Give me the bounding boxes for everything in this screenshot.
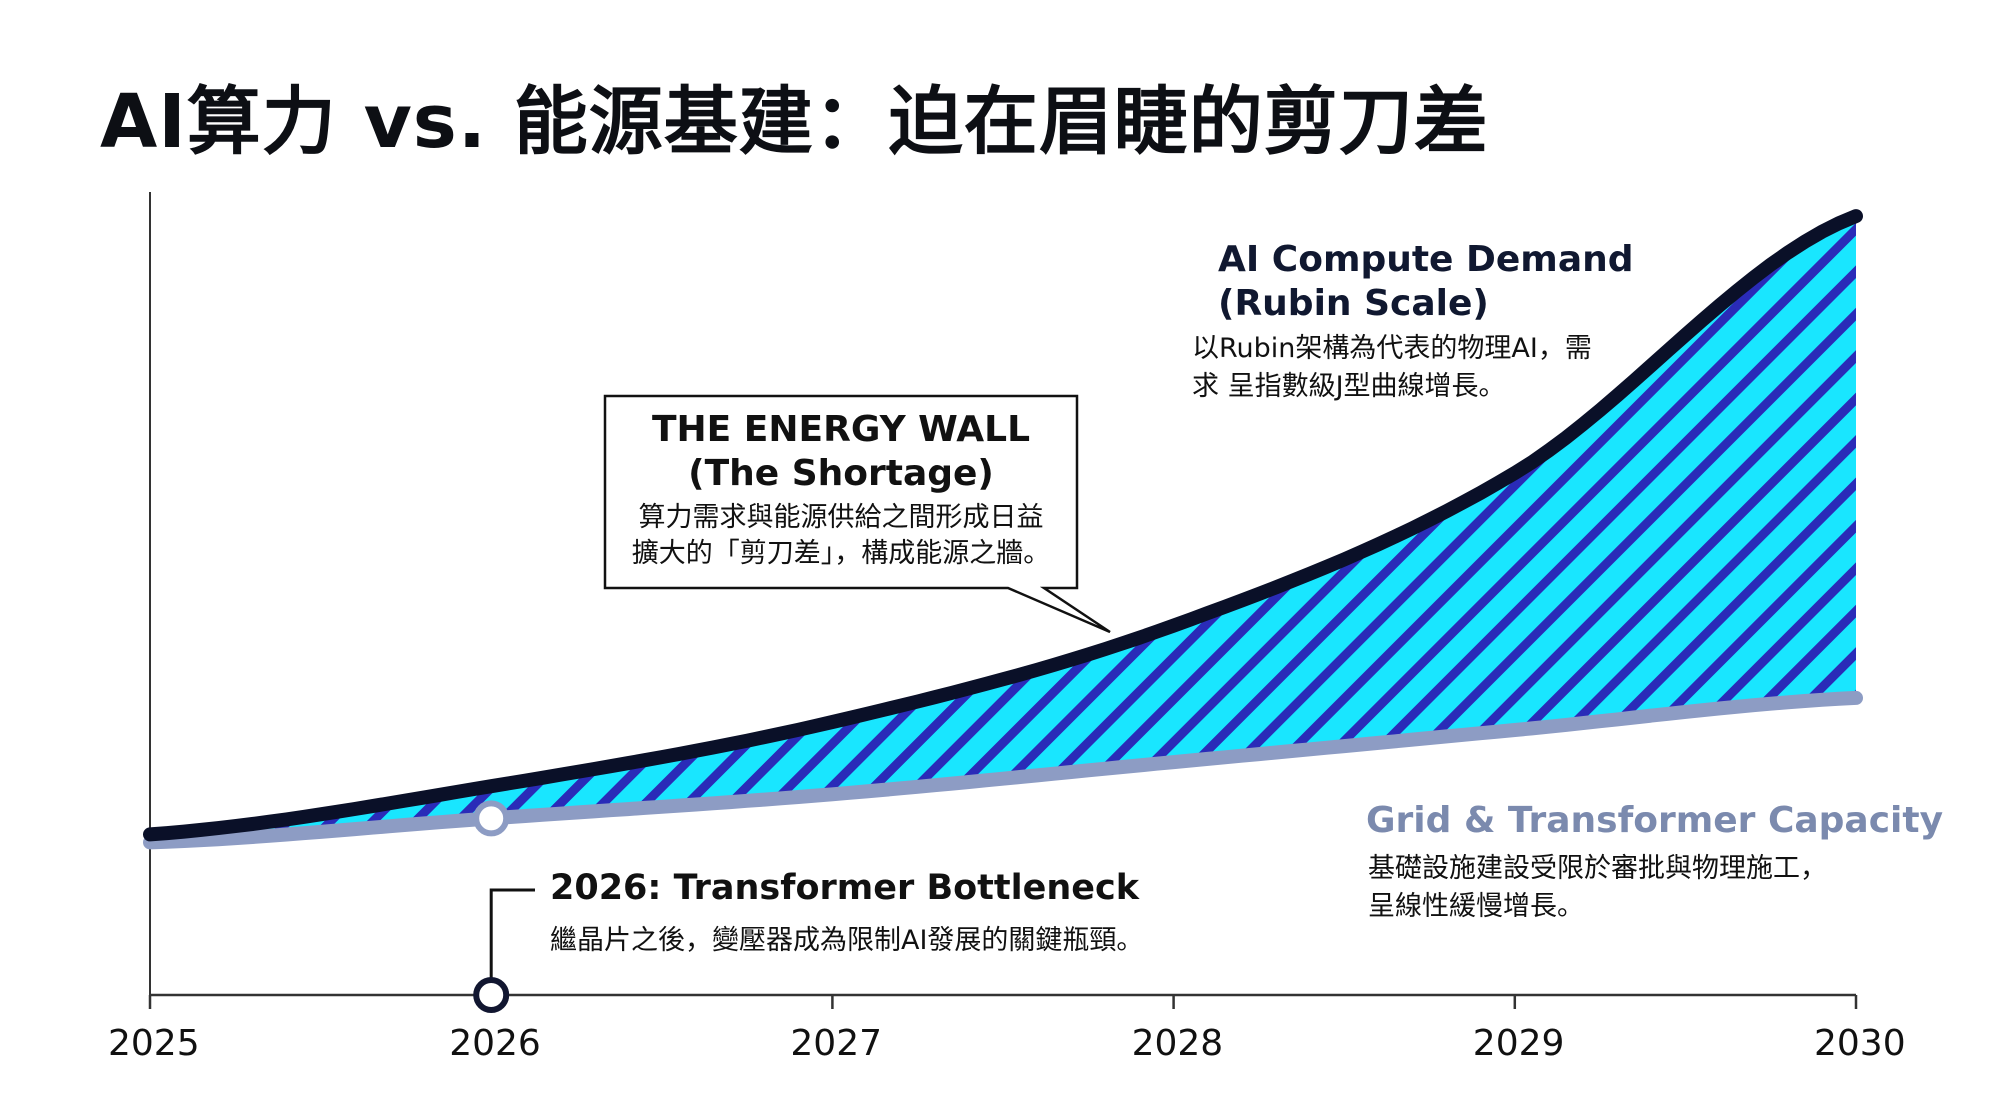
energy-wall-title: THE ENERGY WALL (The Shortage) [651, 409, 1031, 494]
grid-capacity-line [143, 690, 1863, 850]
grid-annotation-title: Grid & Transformer Capacity [1366, 800, 1944, 841]
x-tick-label: 2027 [790, 1023, 883, 1064]
energy-gap-area [150, 216, 1856, 843]
chart-title: AI算力 vs. 能源基建：迫在眉睫的剪刀差 [100, 79, 1489, 165]
grid-annotation-desc: 基礎設施建設受限於審批與物理施工， 呈線性緩慢增長。 [1368, 853, 1827, 922]
demand-annotation-desc: 以Rubin架構為代表的物理AI，需 求 呈指數級J型曲線增長。 [1192, 333, 1592, 402]
bottleneck-desc: 繼晶片之後，變壓器成為限制AI發展的關鍵瓶頸。 [550, 925, 1144, 956]
x-tick-label: 2028 [1131, 1023, 1224, 1064]
x-tick-label: 2026 [449, 1023, 541, 1064]
bottleneck-title: 2026: Transformer Bottleneck [550, 868, 1140, 908]
bottleneck-axis-marker [473, 977, 510, 1013]
callout-box-outline [603, 394, 1111, 634]
bottleneck-connector [489, 888, 535, 980]
demand-annotation-title: AI Compute Demand (Rubin Scale) [1218, 239, 1634, 324]
x-tick-label: 2025 [108, 1023, 200, 1064]
ai-demand-line [143, 209, 1863, 842]
energy-wall-callout: THE ENERGY WALL (The Shortage) 算力需求與能源供給… [605, 396, 1077, 588]
bottleneck-marker [473, 800, 510, 837]
x-tick-label: 2030 [1814, 1023, 1906, 1064]
x-tick-label: 2029 [1472, 1023, 1565, 1064]
energy-wall-desc: 算力需求與能源供給之間形成日益 擴大的「剪刀差」，構成能源之牆。 [631, 502, 1051, 569]
